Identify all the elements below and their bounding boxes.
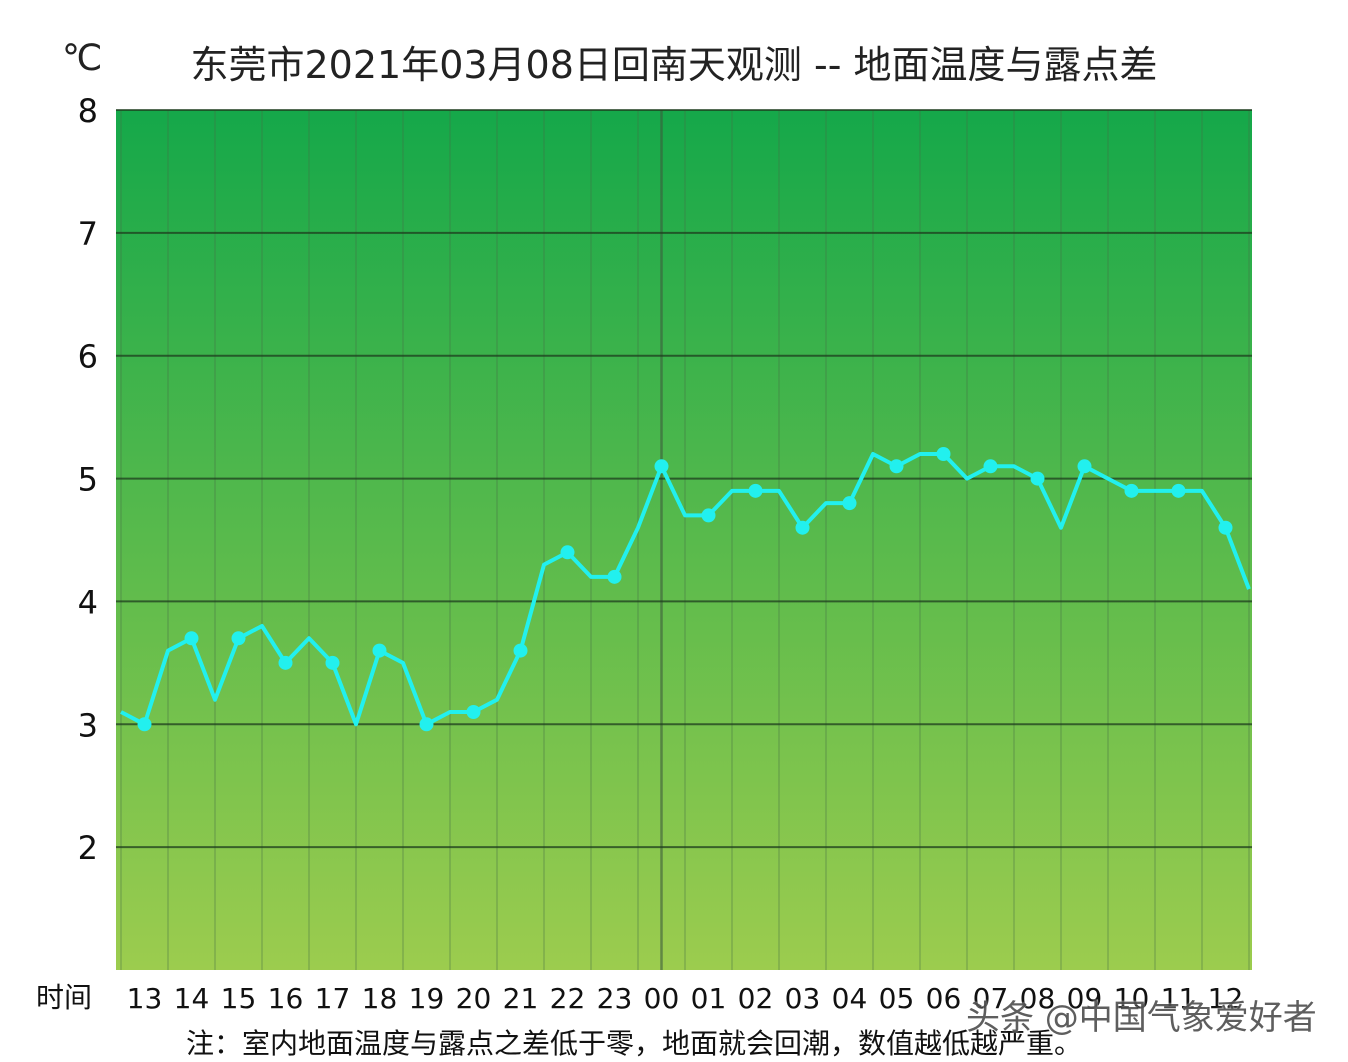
x-tick-label: 20 xyxy=(456,982,492,1015)
x-tick-label: 07 xyxy=(973,982,1009,1015)
data-point-marker xyxy=(372,643,387,658)
x-tick-label: 18 xyxy=(362,982,398,1015)
data-point-marker xyxy=(325,655,340,670)
data-point-marker xyxy=(701,508,716,523)
data-point-marker xyxy=(983,459,998,474)
data-point-marker xyxy=(607,569,622,584)
series-line xyxy=(120,452,1251,727)
data-point-marker xyxy=(466,705,481,719)
data-point-marker xyxy=(842,496,857,511)
x-tick-label: 01 xyxy=(691,982,727,1015)
x-tick-label: 17 xyxy=(315,982,351,1015)
x-tick-label: 12 xyxy=(1208,982,1244,1015)
data-point-marker xyxy=(1077,459,1092,474)
y-tick-label: 7 xyxy=(78,215,98,253)
data-point-marker xyxy=(795,520,810,535)
x-axis-label: 时间 xyxy=(36,981,93,1014)
plot-area xyxy=(116,110,1252,970)
data-point-marker xyxy=(137,717,152,732)
x-tick-label: 13 xyxy=(127,982,163,1015)
data-point-marker xyxy=(560,545,575,560)
x-tick-label: 08 xyxy=(1020,982,1056,1015)
x-tick-label: 00 xyxy=(644,982,680,1015)
data-point-marker xyxy=(513,643,528,658)
data-point-marker xyxy=(748,483,763,498)
x-tick-label: 23 xyxy=(597,982,633,1015)
data-point-marker xyxy=(889,459,904,474)
x-tick-label: 14 xyxy=(174,982,210,1015)
data-point-marker xyxy=(1171,483,1186,498)
watermark-text: 头条 @中国气象爱好者 xyxy=(966,998,1317,1038)
data-point-marker xyxy=(278,655,293,670)
chart-title: 东莞市2021年03月08日回南天观测 -- 地面温度与露点差 xyxy=(190,43,1158,87)
x-tick-label: 22 xyxy=(550,982,586,1015)
x-tick-label: 19 xyxy=(409,982,445,1015)
x-tick-label: 10 xyxy=(1114,982,1150,1015)
y-tick-label: 2 xyxy=(78,829,98,867)
y-axis-unit-label: ℃ xyxy=(62,38,103,79)
x-tick-label: 16 xyxy=(268,982,304,1015)
x-tick-label: 06 xyxy=(926,982,962,1015)
y-tick-label: 8 xyxy=(78,92,98,130)
data-point-marker xyxy=(936,447,951,461)
data-point-marker xyxy=(419,717,434,732)
y-tick-label: 3 xyxy=(78,706,98,744)
x-tick-label: 03 xyxy=(785,982,821,1015)
x-tick-label: 05 xyxy=(879,982,915,1015)
data-point-marker xyxy=(231,631,246,646)
x-tick-label: 15 xyxy=(221,982,257,1015)
y-tick-label: 6 xyxy=(78,338,98,376)
data-point-marker xyxy=(654,459,669,474)
x-tick-label: 04 xyxy=(832,982,868,1015)
x-tick-label: 21 xyxy=(503,982,539,1015)
x-tick-label: 09 xyxy=(1067,982,1103,1015)
footnote: 注：室内地面温度与露点之差低于零，地面就会回潮，数值越低越严重。 xyxy=(186,1027,1083,1060)
y-tick-label: 5 xyxy=(78,461,98,499)
data-point-marker xyxy=(1218,520,1233,535)
data-point-marker xyxy=(184,631,199,646)
y-tick-label: 4 xyxy=(78,583,98,621)
data-point-marker xyxy=(1124,483,1139,498)
x-tick-label: 11 xyxy=(1161,982,1197,1015)
data-point-marker xyxy=(1030,471,1045,486)
x-tick-label: 02 xyxy=(738,982,774,1015)
